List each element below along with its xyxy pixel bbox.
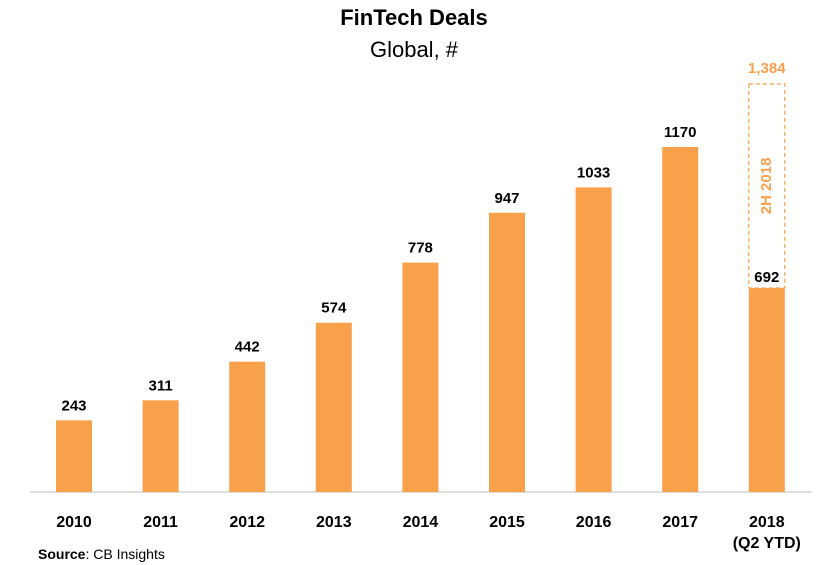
- chart-subtitle: Global, #: [370, 37, 459, 62]
- value-label: 442: [235, 339, 260, 356]
- bar-2017: [662, 147, 699, 492]
- bar-2014: [402, 262, 439, 492]
- value-label: 574: [321, 300, 347, 317]
- projection-total-label: 1,384: [748, 60, 786, 77]
- bar-2012: [229, 361, 266, 492]
- bar-2013: [315, 322, 352, 492]
- bar-2010: [56, 420, 92, 492]
- projection-bar: [748, 83, 786, 289]
- bar-2018: [748, 287, 785, 492]
- bar-2011: [142, 400, 179, 492]
- x-tick-label: 2013: [316, 514, 352, 531]
- source-note: Source: CB Insights: [38, 546, 165, 562]
- value-label: 947: [494, 190, 519, 207]
- source-text: : CB Insights: [85, 546, 164, 562]
- bar-2015: [489, 212, 525, 492]
- source-label: Source: [38, 546, 86, 562]
- x-tick-label: 2011: [143, 514, 178, 531]
- x-tick-label: 2018: [749, 514, 785, 531]
- x-tick-label: 2017: [662, 514, 698, 531]
- projection-label: 2H 2018: [758, 158, 775, 215]
- value-label: 311: [148, 377, 172, 394]
- value-label: 243: [61, 397, 86, 414]
- value-label: 778: [408, 240, 433, 257]
- value-label: 1170: [664, 124, 697, 141]
- x-tick-label: 2016: [576, 514, 612, 531]
- bar-2016: [575, 187, 612, 492]
- x-tick-label: 2015: [489, 514, 525, 531]
- x-tick-label: 2010: [56, 514, 92, 531]
- x-tick-sublabel: (Q2 YTD): [733, 535, 801, 552]
- value-label: 1033: [577, 164, 610, 181]
- x-tick-label: 2012: [229, 514, 265, 531]
- x-tick-label: 2014: [403, 514, 439, 531]
- value-label: 692: [754, 269, 779, 286]
- chart-title: FinTech Deals: [340, 5, 488, 30]
